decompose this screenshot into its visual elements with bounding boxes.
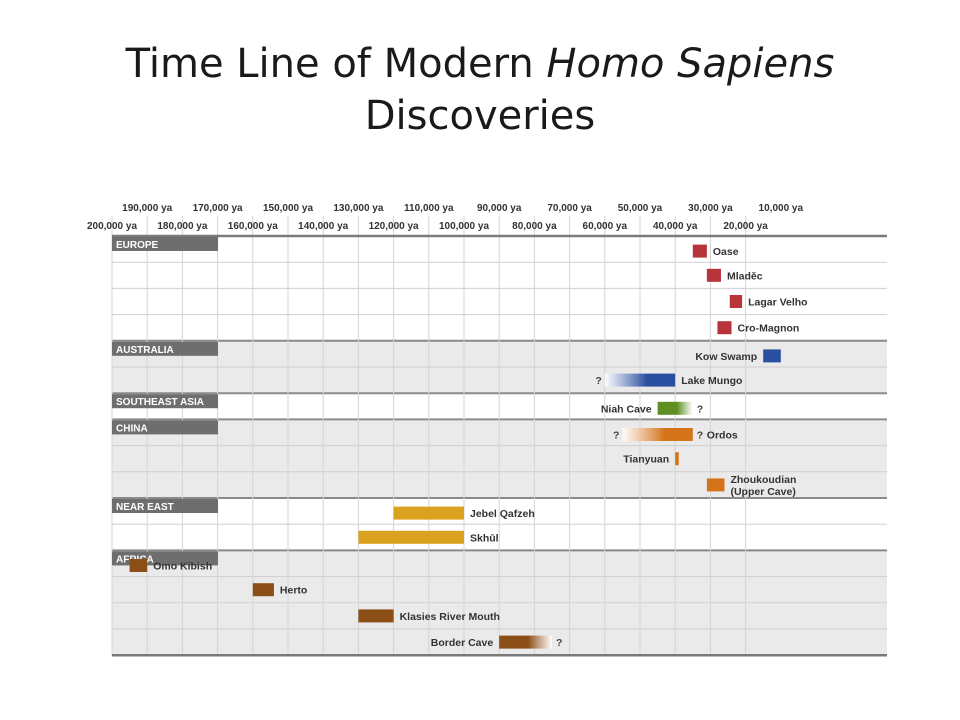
tick-label-upper: 90,000 ya [477,203,522,214]
tick-label-lower: 140,000 ya [298,221,348,232]
region-label: SOUTHEAST ASIA [116,397,204,408]
region-label: CHINA [116,423,148,434]
site-label: Mladěc [727,270,763,282]
site-label-sub: (Upper Cave) [730,486,795,498]
tick-label-lower: 80,000 ya [512,221,557,232]
tick-label-lower: 100,000 ya [439,221,489,232]
region-header-1 [112,341,218,356]
tick-label-lower: 200,000 ya [87,221,137,232]
site-label: Niah Cave [601,403,652,415]
title-plain: Time Line of Modern [125,41,547,87]
title-line2: Discoveries [364,93,596,139]
site-label: Jebel Qafzeh [470,508,535,520]
uncertain-marker: ? [697,403,703,415]
bar-kow-swamp [763,349,781,363]
region-header-0 [112,237,218,251]
tick-label-upper: 170,000 ya [193,203,243,214]
tick-label-upper: 70,000 ya [547,203,592,214]
tick-label-lower: 180,000 ya [157,221,207,232]
region-header-2 [112,394,218,409]
uncertain-marker: ? [595,375,601,387]
tick-label-upper: 130,000 ya [333,203,383,214]
bar-ordos [622,428,693,441]
site-label: Herto [280,585,307,597]
bar-oase [692,244,707,258]
tick-label-upper: 30,000 ya [688,203,733,214]
bar-niah-cave [657,401,693,415]
region-header-3 [112,420,218,435]
site-label: Lagar Velho [748,297,808,309]
site-label: Kow Swamp [695,351,757,363]
region-label: EUROPE [116,240,159,251]
bar-border-cave [499,635,552,649]
site-label: Klasies River Mouth [400,611,500,623]
tick-label-lower: 120,000 ya [369,221,419,232]
uncertain-marker: ? [613,430,619,442]
tick-label-upper: 150,000 ya [263,203,313,214]
bar-cro-magnon [717,321,732,335]
region-label: AUSTRALIA [116,345,174,356]
tick-label-lower: 160,000 ya [228,221,278,232]
tick-label-upper: 10,000 ya [759,203,804,214]
tick-label-lower: 40,000 ya [653,221,698,232]
site-label: Cro-Magnon [738,323,800,335]
bar-skh-l [358,530,464,544]
uncertain-marker: ? [697,430,703,442]
site-label: Oase [713,246,739,258]
site-label: Skhūl [470,532,499,544]
bar-omo-kibish [129,559,148,572]
site-label: Ordos [707,430,738,442]
site-label: Lake Mungo [681,375,742,387]
region-header-4 [112,499,218,513]
site-label: Border Cave [431,637,494,649]
site-label: Tianyuan [623,454,669,466]
bar-klasies-river-mouth [358,609,394,623]
tick-label-upper: 50,000 ya [618,203,663,214]
tick-label-upper: 190,000 ya [122,203,172,214]
site-label: Omo Kibish [153,561,212,573]
bar-jebel-qafzeh [393,506,464,520]
site-label: Zhoukoudian [730,474,796,486]
bar-zhoukoudian [706,478,725,492]
slide-title: Time Line of Modern Homo Sapiens Discove… [40,38,920,142]
uncertain-marker: ? [556,637,562,649]
bar-mlad-c [706,268,721,282]
bar-lagar-velho [729,295,743,308]
bar-tianyuan [675,452,679,466]
tick-label-upper: 110,000 ya [404,203,454,214]
tick-label-lower: 60,000 ya [583,221,628,232]
title-italic: Homo Sapiens [546,41,835,87]
bar-herto [252,583,274,597]
region-label: NEAR EAST [116,502,174,513]
tick-label-lower: 20,000 ya [723,221,768,232]
bar-lake-mungo [604,373,676,387]
